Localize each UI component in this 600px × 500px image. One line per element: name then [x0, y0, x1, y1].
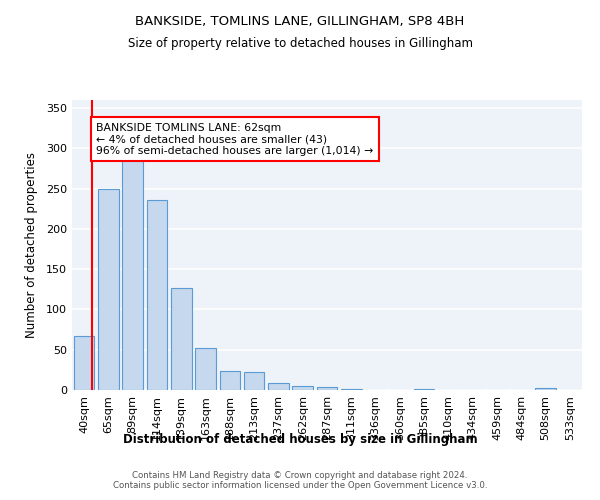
Text: Distribution of detached houses by size in Gillingham: Distribution of detached houses by size …: [122, 432, 478, 446]
Bar: [195, 348, 216, 390]
Text: BANKSIDE TOMLINS LANE: 62sqm
← 4% of detached houses are smaller (43)
96% of sem: BANKSIDE TOMLINS LANE: 62sqm ← 4% of det…: [96, 122, 374, 156]
Bar: [268, 383, 289, 390]
Bar: [220, 372, 240, 390]
Bar: [122, 160, 143, 390]
Y-axis label: Number of detached properties: Number of detached properties: [25, 152, 38, 338]
Text: BANKSIDE, TOMLINS LANE, GILLINGHAM, SP8 4BH: BANKSIDE, TOMLINS LANE, GILLINGHAM, SP8 …: [136, 15, 464, 28]
Bar: [535, 388, 556, 390]
Bar: [317, 387, 337, 390]
Bar: [74, 336, 94, 390]
Bar: [292, 386, 313, 390]
Bar: [146, 200, 167, 390]
Bar: [244, 372, 265, 390]
Bar: [341, 389, 362, 390]
Text: Contains HM Land Registry data © Crown copyright and database right 2024.
Contai: Contains HM Land Registry data © Crown c…: [113, 470, 487, 490]
Bar: [98, 188, 119, 390]
Bar: [414, 389, 434, 390]
Text: Size of property relative to detached houses in Gillingham: Size of property relative to detached ho…: [128, 38, 473, 51]
Bar: [171, 288, 191, 390]
